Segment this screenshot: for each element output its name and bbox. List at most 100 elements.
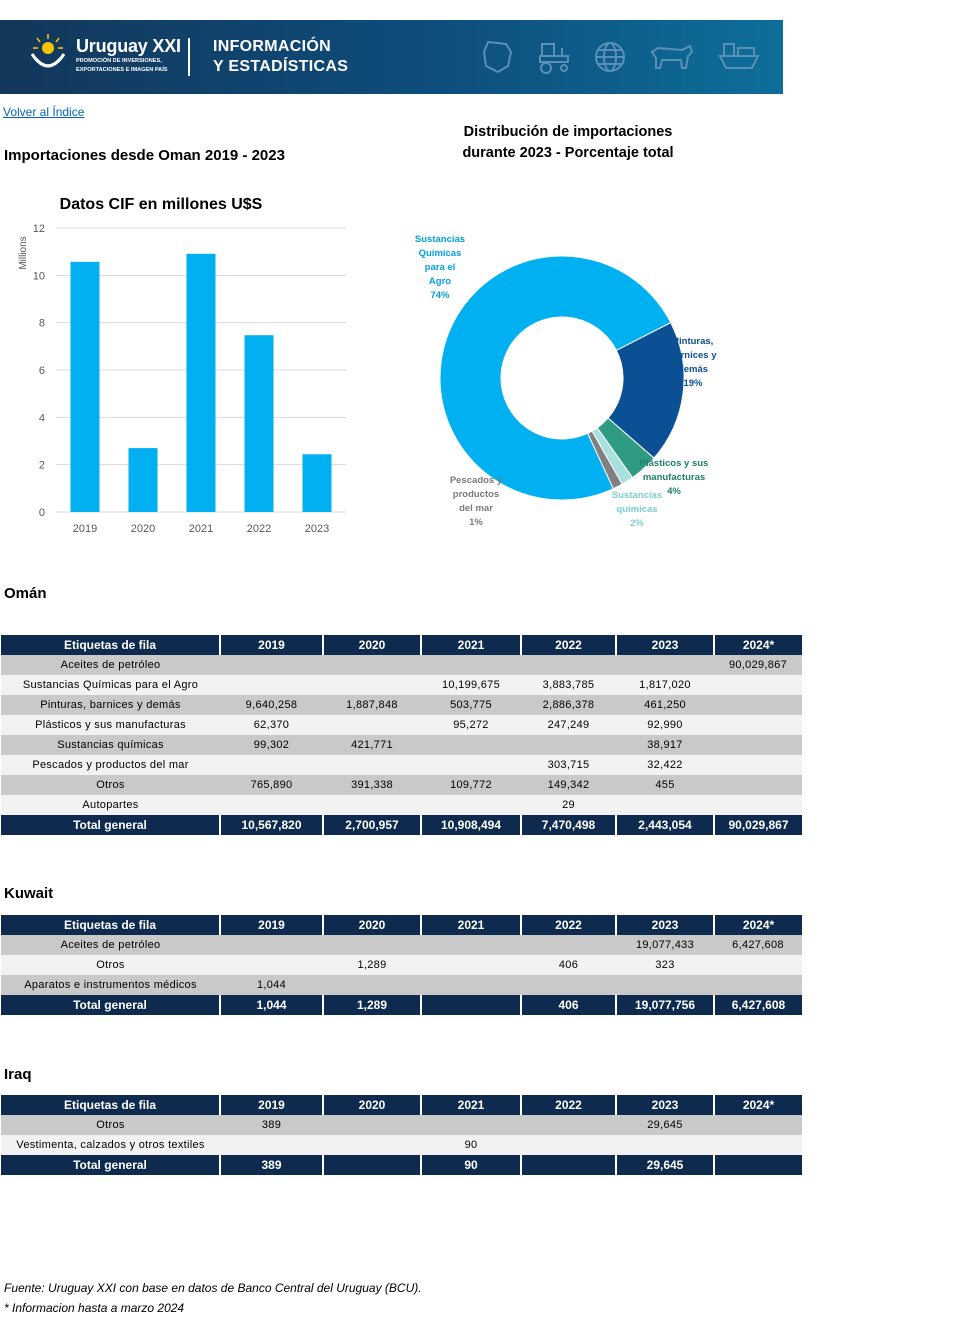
table-cell: 29 xyxy=(521,795,616,815)
column-header: 2020 xyxy=(322,1095,421,1115)
bar-2022 xyxy=(244,335,274,512)
total-cell: 10,567,820 xyxy=(219,815,323,835)
table-cell: 9,640,258 xyxy=(220,695,323,715)
table-row: Plásticos y sus manufacturas 62,370 95,272… xyxy=(1,715,802,735)
table-cell: 461,250 xyxy=(616,695,714,715)
bar-2021 xyxy=(186,253,216,512)
logo-text: Uruguay XXI PROMOCIÓN DE INVERSIONES, EX… xyxy=(76,36,181,74)
total-cell: 90 xyxy=(420,1155,521,1175)
total-row: Total general 1,044 1,289 406 19,077,756 6,42… xyxy=(1,995,802,1015)
row-label: Aceites de petróleo xyxy=(1,935,220,955)
slice-name-label: Agro xyxy=(429,276,451,287)
table-cell xyxy=(323,715,421,735)
y-tick-label: 0 xyxy=(39,507,45,519)
table-cell: 1,289 xyxy=(323,955,421,975)
table-cell: 149,342 xyxy=(521,775,616,795)
bar-2020 xyxy=(128,448,158,512)
x-tick-label: 2023 xyxy=(305,523,329,535)
column-header: 2019 xyxy=(219,635,323,655)
slice-name-label: Pinturas, xyxy=(673,336,714,347)
donut-title-line-2: durante 2023 - Porcentaje total xyxy=(462,145,674,161)
row-label: Otros xyxy=(1,775,220,795)
table-cell xyxy=(521,735,616,755)
total-cell: 6,427,608 xyxy=(713,995,802,1015)
table-cell xyxy=(521,1115,616,1135)
table-cell xyxy=(220,795,323,815)
table-cell: 32,422 xyxy=(616,755,714,775)
total-cell: 2,443,054 xyxy=(615,815,714,835)
table-cell: 455 xyxy=(616,775,714,795)
table-cell: 406 xyxy=(521,955,616,975)
table-cell: 303,715 xyxy=(521,755,616,775)
total-cell: 406 xyxy=(520,995,616,1015)
slice-percent-label: 4% xyxy=(667,486,681,497)
table-cell: 6,427,608 xyxy=(714,935,802,955)
table-cell xyxy=(714,1135,802,1155)
table-cell: 92,990 xyxy=(616,715,714,735)
table-cell xyxy=(323,975,421,995)
table-cell xyxy=(521,1135,616,1155)
table-cell xyxy=(714,775,802,795)
table-cell xyxy=(421,975,521,995)
slice-name-label: demás xyxy=(678,364,708,375)
y-tick-label: 10 xyxy=(33,270,45,282)
table-row: Aceites de petróleo 90,029,867 xyxy=(1,655,802,675)
table-cell xyxy=(421,795,521,815)
row-label: Aparatos e instrumentos médicos xyxy=(1,975,220,995)
brand-name: Uruguay XXI xyxy=(76,36,181,56)
column-header: 2022 xyxy=(520,635,616,655)
total-cell: 1,044 xyxy=(219,995,323,1015)
table-row: Pinturas, barnices y demás 9,640,258 1,887… xyxy=(1,695,802,715)
table-cell: 90 xyxy=(421,1135,521,1155)
table-cell: 421,771 xyxy=(323,735,421,755)
table-cell xyxy=(616,795,714,815)
cow-icon xyxy=(650,44,694,69)
table-cell xyxy=(616,975,714,995)
table-cell xyxy=(714,695,802,715)
column-header: 2021 xyxy=(420,915,521,935)
total-label: Total general xyxy=(1,1155,220,1175)
table-cell: 503,775 xyxy=(421,695,521,715)
table-cell xyxy=(421,955,521,975)
table-row: Otros 389 29,645 xyxy=(1,1115,802,1135)
column-header: 2023 xyxy=(615,915,714,935)
banner-title-line-1: INFORMACIÓN xyxy=(213,38,331,55)
table-cell xyxy=(323,795,421,815)
table-cell: 109,772 xyxy=(421,775,521,795)
ship-icon xyxy=(718,43,760,69)
slice-percent-label: 1% xyxy=(469,517,483,528)
section-title-kuwait: Kuwait xyxy=(4,885,54,902)
column-header: Etiquetas de fila xyxy=(1,635,220,655)
slice-name-label: químicas xyxy=(616,504,657,515)
uruguay-xxi-logo-icon xyxy=(30,34,66,68)
y-tick-label: 2 xyxy=(39,460,45,472)
table-cell xyxy=(421,755,521,775)
table-cell: 10,199,675 xyxy=(421,675,521,695)
tractor-icon xyxy=(539,43,569,74)
column-header: Etiquetas de fila xyxy=(1,1095,220,1115)
table-cell xyxy=(714,795,802,815)
table-cell: 391,338 xyxy=(323,775,421,795)
banner-title-line-2: Y ESTADÍSTICAS xyxy=(213,58,349,75)
page-title: Importaciones desde Oman 2019 - 2023 xyxy=(4,147,285,164)
table-cell: 1,817,020 xyxy=(616,675,714,695)
bar-2023 xyxy=(302,454,332,512)
table-cell: 19,077,433 xyxy=(616,935,714,955)
slice-percent-label: 19% xyxy=(683,378,703,389)
table-row: Otros 765,890 391,338 109,772 149,342 455 xyxy=(1,775,802,795)
total-cell: 90,029,867 xyxy=(713,815,802,835)
slice-name-label: para el xyxy=(425,262,456,273)
table-cell: 2,886,378 xyxy=(521,695,616,715)
donut-slice-0 xyxy=(439,255,672,501)
total-cell: 2,700,957 xyxy=(322,815,421,835)
x-tick-label: 2019 xyxy=(73,523,97,535)
column-header: Etiquetas de fila xyxy=(1,915,220,935)
table-row: Autopartes 29 xyxy=(1,795,802,815)
x-tick-label: 2020 xyxy=(131,523,155,535)
table-cell xyxy=(323,1115,421,1135)
total-cell xyxy=(713,1155,802,1175)
row-label: Autopartes xyxy=(1,795,220,815)
banner-section-title: INFORMACIÓN Y ESTADÍSTICAS xyxy=(213,37,348,77)
back-to-index-link[interactable]: Volver al Índice xyxy=(3,105,85,119)
row-label: Pinturas, barnices y demás xyxy=(1,695,220,715)
